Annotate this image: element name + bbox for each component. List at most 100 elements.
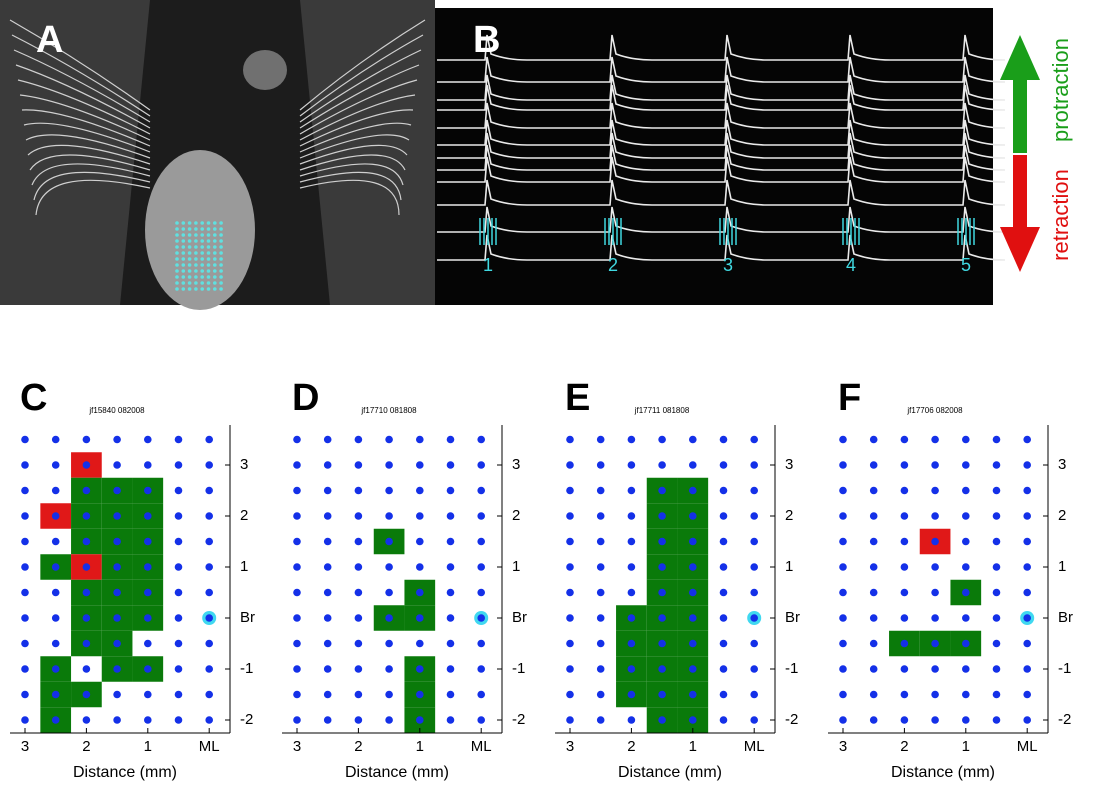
- electrode-site: [194, 227, 198, 231]
- site-dot: [354, 486, 363, 495]
- site-dot: [566, 537, 574, 546]
- site-dot: [354, 690, 363, 699]
- arrow-label: retraction: [1048, 169, 1073, 261]
- site-dot: [566, 512, 574, 520]
- site-dot: [719, 435, 728, 444]
- site-dot: [477, 563, 486, 571]
- site-dot: [21, 716, 29, 724]
- electrode-site: [194, 233, 198, 237]
- site-dot: [323, 690, 332, 699]
- electrode-site: [206, 257, 211, 261]
- site-dot: [144, 537, 152, 546]
- site-dot: [962, 588, 970, 597]
- y-tick-label: 3: [1058, 456, 1066, 473]
- site-dot: [596, 512, 605, 520]
- site-dot: [293, 716, 301, 724]
- site-dot: [900, 435, 909, 444]
- y-tick-label: -2: [512, 711, 525, 728]
- electrode-site: [194, 251, 198, 255]
- electrode-site: [194, 239, 198, 243]
- electrode-site: [194, 263, 198, 267]
- site-dot: [719, 461, 728, 469]
- whisker: [33, 171, 151, 201]
- whisker: [299, 163, 404, 186]
- site-dot: [82, 486, 91, 495]
- site-dot: [446, 716, 455, 724]
- whisker: [9, 19, 151, 111]
- whisker: [299, 154, 406, 171]
- site-dot: [82, 716, 91, 724]
- site-dot: [931, 563, 939, 571]
- site-dot: [900, 461, 909, 469]
- site-dot: [293, 588, 301, 597]
- electrode-site: [213, 245, 217, 249]
- site-dot: [477, 716, 486, 724]
- site-dot: [750, 461, 758, 469]
- site-dot: [627, 486, 636, 495]
- trace: [437, 144, 1006, 171]
- site-dot: [82, 461, 91, 469]
- site-dot: [174, 512, 183, 520]
- site-dot: [869, 537, 878, 546]
- site-dot: [144, 588, 152, 597]
- panel-label: C: [20, 377, 47, 419]
- site-dot: [113, 537, 121, 546]
- site-dot: [750, 614, 758, 622]
- y-tick-label: 1: [1058, 558, 1066, 575]
- x-axis-label: Distance (mm): [618, 764, 722, 781]
- electrode-site: [213, 239, 217, 243]
- site-dot: [992, 563, 1001, 571]
- site-dot: [323, 461, 332, 469]
- site-dot: [51, 665, 60, 673]
- site-dot: [446, 537, 455, 546]
- electrode-site: [175, 275, 179, 279]
- x-tick-label: 3: [839, 738, 847, 755]
- y-tick-label: 1: [240, 558, 248, 575]
- site-dot: [627, 716, 636, 724]
- site-dot: [416, 690, 424, 699]
- electrode-site: [219, 287, 223, 291]
- electrode-site: [181, 239, 186, 243]
- site-dot: [750, 486, 758, 495]
- site-dot: [658, 588, 666, 597]
- site-dot: [21, 665, 29, 673]
- site-dot: [113, 665, 121, 673]
- electrode-site: [206, 221, 211, 225]
- whisker: [299, 171, 402, 201]
- site-dot: [869, 690, 878, 699]
- electrode-site: [206, 269, 211, 273]
- site-dot: [174, 716, 183, 724]
- site-dot: [205, 665, 213, 673]
- site-dot: [1023, 690, 1031, 699]
- electrode-site: [187, 245, 192, 249]
- site-dot: [1023, 461, 1031, 469]
- whisker: [27, 144, 151, 165]
- site-dot: [689, 537, 697, 546]
- site-dot: [1023, 563, 1031, 571]
- site-dot: [992, 614, 1001, 622]
- site-dot: [416, 537, 424, 546]
- site-dot: [416, 512, 424, 520]
- site-dot: [627, 512, 636, 520]
- electrode-site: [219, 281, 223, 285]
- site-dot: [385, 588, 393, 597]
- site-dot: [931, 716, 939, 724]
- site-dot: [900, 563, 909, 571]
- site-dot: [750, 435, 758, 444]
- site-dot: [719, 614, 728, 622]
- site-dot: [719, 639, 728, 648]
- whisker: [25, 134, 151, 159]
- electrode-site: [181, 263, 186, 267]
- site-dot: [51, 537, 60, 546]
- site-dot: [323, 486, 332, 495]
- site-dot: [51, 716, 60, 724]
- site-dot: [689, 639, 697, 648]
- y-tick-label: Br: [240, 609, 255, 626]
- site-dot: [354, 512, 363, 520]
- trace: [437, 84, 1006, 111]
- electrode-site: [200, 239, 204, 243]
- site-dot: [416, 486, 424, 495]
- site-dot: [51, 486, 60, 495]
- electrode-site: [219, 275, 223, 279]
- site-dot: [174, 614, 183, 622]
